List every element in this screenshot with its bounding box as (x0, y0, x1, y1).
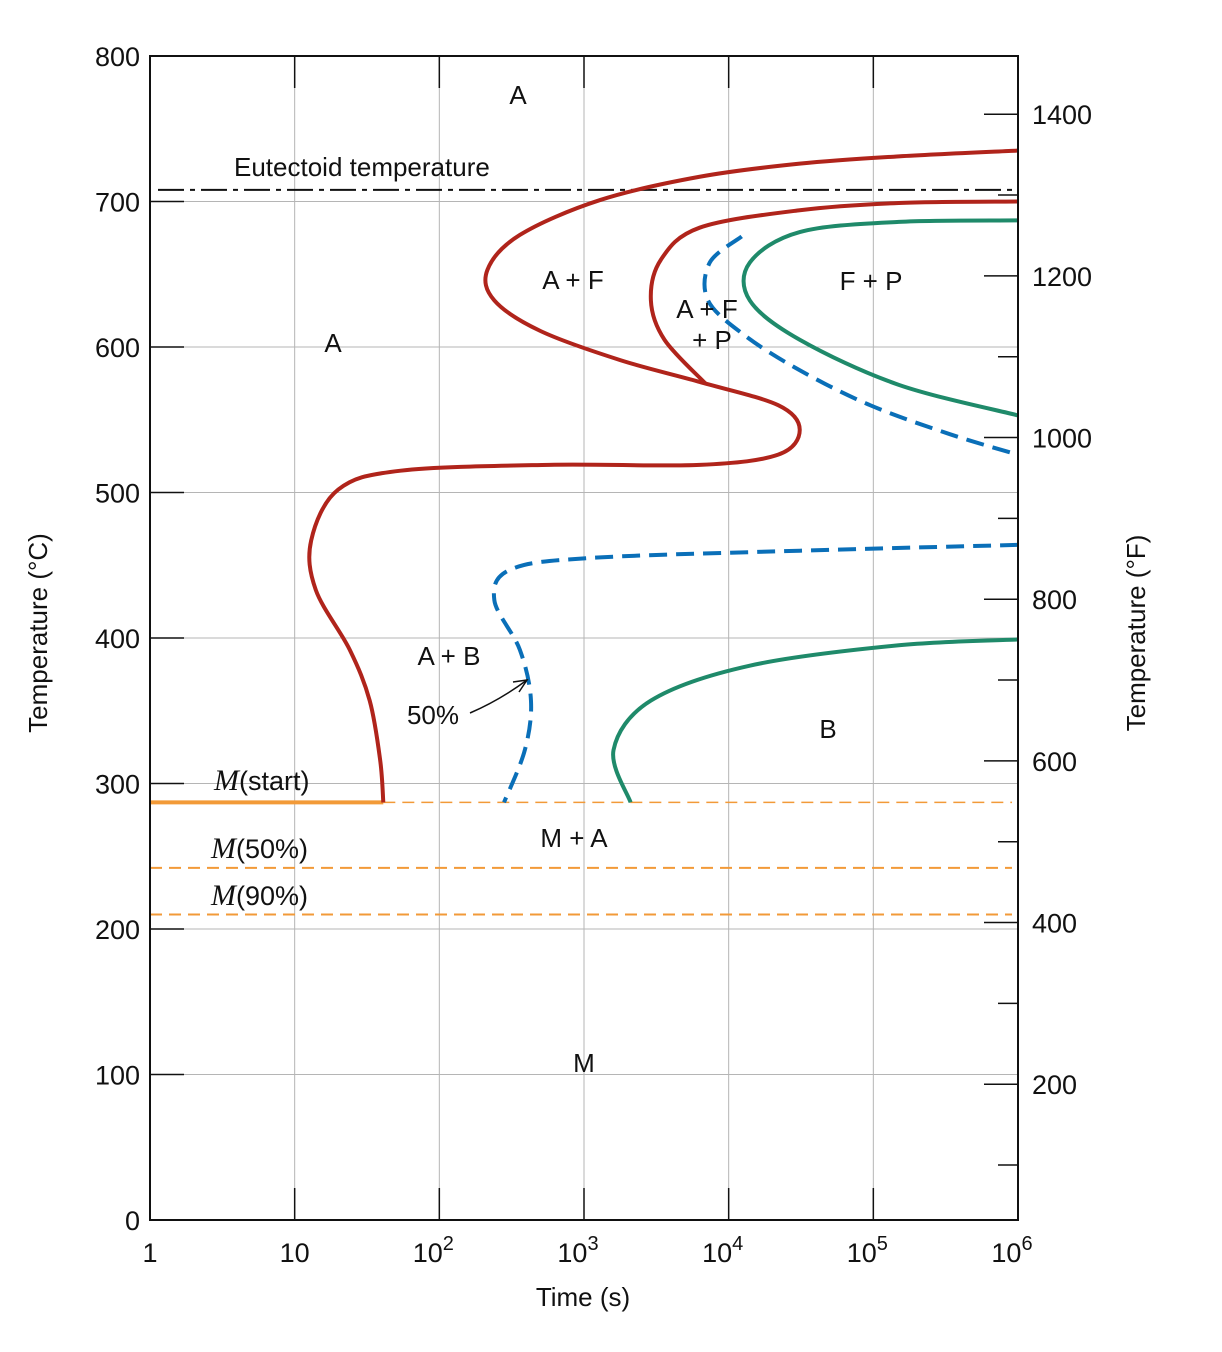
x-tick-label: 1 (142, 1238, 157, 1268)
m-50-label: M(50%) (210, 832, 308, 865)
region-label-f-plus-p: F + P (840, 266, 903, 296)
y-tick-label: 600 (95, 333, 140, 363)
eutectoid-label: Eutectoid temperature (234, 152, 490, 182)
curve-transformation-end-upper (741, 218, 1019, 418)
x-axis-label: Time (s) (536, 1282, 630, 1312)
curve-transformation-end-lower (611, 637, 1019, 804)
m-90-label: M(90%) (210, 879, 308, 912)
y2-tick-label: 400 (1032, 909, 1077, 939)
region-label-b: B (819, 714, 836, 744)
y-tick-label: 0 (125, 1206, 140, 1236)
region-label-a-plus-f-plus-p-2: + P (692, 325, 732, 355)
y-tick-label: 100 (95, 1061, 140, 1091)
reference-lines (150, 188, 1018, 916)
fifty-percent-annotation: 50% (407, 700, 459, 730)
region-label-m: M (573, 1048, 595, 1078)
x-tick-label: 106 (991, 1233, 1032, 1268)
x-tick-label: 10 (280, 1238, 310, 1268)
y2-axis-label: Temperature (°F) (1121, 535, 1151, 732)
curve-proeutectoid-ferrite-end (648, 199, 1019, 385)
y-tick-label: 800 (95, 42, 140, 72)
axis-ticks: 1 10 102 103 104 105 106 0 100 200 300 400 500 600 700… (95, 42, 1092, 1268)
x-tick-label: 104 (702, 1233, 743, 1268)
region-label-a-top: A (509, 80, 527, 110)
labels: Eutectoid temperature A A A + F A + F + … (23, 80, 1151, 1312)
y2-tick-label: 800 (1032, 585, 1077, 615)
region-label-a-plus-b: A + B (418, 641, 481, 671)
x-tick-label: 102 (413, 1233, 454, 1268)
y-tick-label: 400 (95, 624, 140, 654)
plot-frame (149, 55, 1019, 1221)
y2-tick-label: 1400 (1032, 100, 1092, 130)
curves (307, 148, 1019, 804)
y2-tick-label: 200 (1032, 1070, 1077, 1100)
y-tick-label: 300 (95, 770, 140, 800)
y2-tick-label: 1000 (1032, 424, 1092, 454)
y-tick-label: 200 (95, 915, 140, 945)
y-axis-label: Temperature (°C) (23, 533, 53, 733)
y-tick-label: 700 (95, 188, 140, 218)
region-label-m-plus-a: M + A (540, 823, 608, 853)
annotation-arrow (469, 679, 529, 714)
region-label-a: A (324, 328, 342, 358)
x-tick-label: 105 (847, 1233, 888, 1268)
region-label-a-plus-f: A + F (542, 265, 603, 295)
y2-tick-label: 600 (1032, 747, 1077, 777)
grid (150, 56, 1018, 1220)
curve-fifty-percent-lower (491, 542, 1019, 804)
region-label-a-plus-f-plus-p-1: A + F (676, 294, 737, 324)
y2-tick-label: 1200 (1032, 262, 1092, 292)
x-tick-label: 103 (557, 1233, 598, 1268)
curve-fifty-percent-upper (702, 234, 1019, 457)
m-start-label: M(start) (213, 764, 310, 797)
curve-transformation-start (307, 148, 1019, 803)
y-tick-label: 500 (95, 479, 140, 509)
